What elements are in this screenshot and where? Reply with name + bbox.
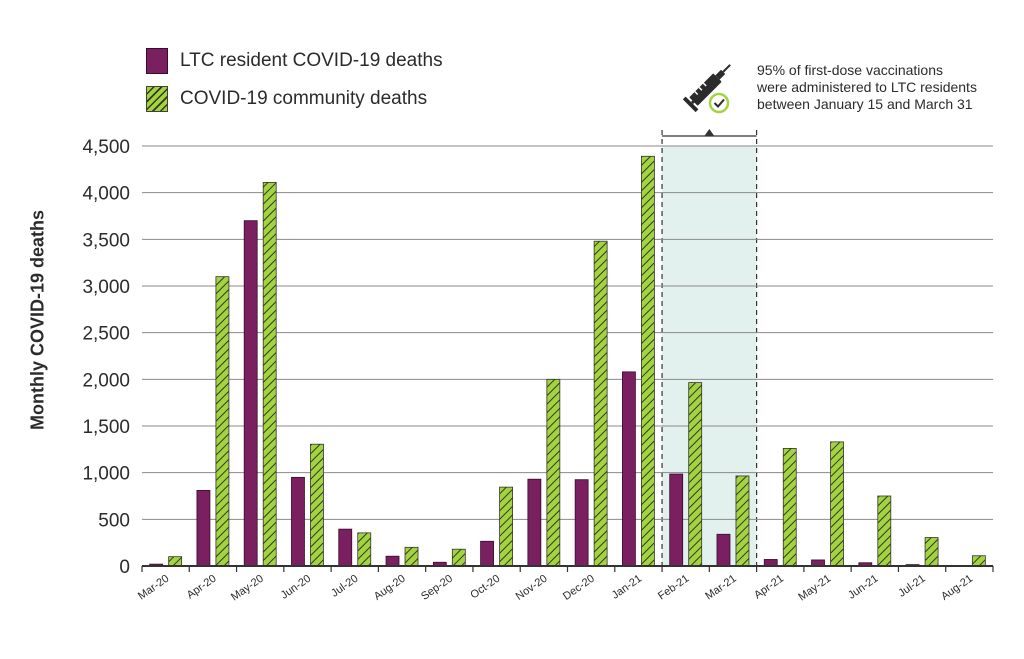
legend-label-community: COVID-19 community deaths: [180, 88, 428, 109]
bar-community: [782, 447, 797, 567]
bar-ltc: [196, 489, 211, 567]
legend-item-ltc: LTC resident COVID-19 deaths: [146, 48, 443, 74]
bar-community: [688, 382, 703, 567]
x-tick-label: Oct-20: [468, 573, 502, 602]
x-tick-label: Apr-21: [752, 573, 786, 602]
y-tick-label: 0: [119, 557, 130, 578]
bar-community: [546, 378, 561, 567]
legend-item-community: COVID-19 community deaths: [146, 86, 443, 112]
y-tick-label: 3,500: [82, 230, 130, 251]
x-tick-label: Feb-21: [656, 573, 691, 603]
x-tick-label: Apr-20: [185, 573, 219, 602]
x-tick-label: Dec-20: [561, 573, 597, 603]
y-tick-label: 1,500: [82, 417, 130, 438]
x-tick-label: Jul-21: [896, 573, 927, 600]
legend-swatch-community: [146, 86, 168, 112]
x-tick-label: Jun-20: [279, 573, 313, 602]
y-tick-label: 500: [98, 510, 130, 531]
bar-community: [499, 486, 513, 567]
y-tick-label: 1,000: [82, 464, 130, 485]
bar-community: [215, 276, 230, 567]
y-tick-label: 3,000: [82, 277, 130, 298]
bar-ltc: [480, 540, 494, 567]
bar-community: [593, 240, 608, 567]
x-tick-label: Jul-20: [329, 573, 360, 600]
bar-community: [168, 556, 183, 567]
highlight-pointer: [704, 129, 715, 136]
bar-community: [641, 155, 655, 567]
annotation-line: between January 15 and March 31: [757, 96, 973, 112]
syringe-icon: [682, 64, 731, 114]
x-tick-label: Jun-21: [846, 573, 880, 602]
legend: LTC resident COVID-19 deaths COVID-19 co…: [146, 48, 443, 124]
annotation-line: 95% of first-dose vaccinations: [757, 62, 943, 78]
x-tick-label: Mar-20: [136, 573, 171, 603]
bar-community: [735, 475, 750, 567]
x-tick-label: Jan-21: [610, 573, 644, 602]
bar-ltc: [527, 478, 542, 567]
y-tick-label: 2,500: [82, 324, 130, 345]
vaccination-annotation: 95% of first-dose vaccinations were admi…: [757, 62, 1017, 113]
x-tick-label: May-21: [796, 573, 833, 604]
bar-ltc: [574, 479, 589, 567]
bar-community: [971, 555, 986, 567]
y-tick-label: 4,500: [82, 137, 130, 158]
x-tick-label: Nov-20: [514, 573, 550, 603]
bar-ltc: [385, 555, 400, 567]
bar-community: [830, 441, 844, 567]
bar-community: [877, 495, 892, 567]
x-tick-label: May-20: [229, 573, 266, 604]
bar-ltc: [716, 533, 731, 567]
y-tick-label: 4,000: [82, 184, 130, 205]
bar-ltc: [622, 371, 636, 567]
bar-community: [310, 443, 324, 567]
bar-ltc: [338, 528, 353, 567]
x-tick-label: Aug-20: [372, 573, 408, 603]
bar-ltc: [669, 473, 684, 567]
y-tick-label: 2,000: [82, 370, 130, 391]
bar-community: [357, 532, 372, 567]
legend-swatch-ltc: [146, 48, 168, 74]
x-tick-label: Sep-20: [419, 573, 455, 603]
bar-ltc: [243, 220, 258, 567]
legend-label-ltc: LTC resident COVID-19 deaths: [180, 50, 443, 71]
bar-community: [262, 181, 277, 567]
bar-ltc: [291, 476, 305, 567]
bar-community: [451, 548, 466, 567]
bar-community: [404, 546, 419, 567]
x-tick-label: Mar-21: [703, 573, 738, 603]
bar-community: [924, 537, 939, 567]
y-axis-label: Monthly COVID-19 deaths: [27, 209, 48, 431]
x-tick-label: Aug-21: [939, 573, 975, 603]
annotation-line: were administered to LTC residents: [757, 79, 977, 95]
